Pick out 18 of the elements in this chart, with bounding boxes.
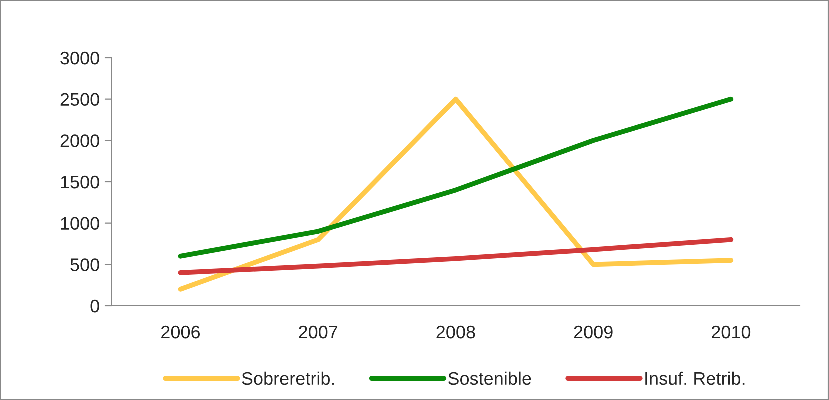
x-tick-label: 2006 bbox=[162, 326, 200, 339]
y-tick-label: 3000 bbox=[60, 52, 100, 65]
x-tick-label: 2010 bbox=[712, 326, 751, 339]
x-tick-label: 2007 bbox=[299, 326, 338, 339]
line-series bbox=[178, 237, 734, 276]
y-tick-label: 1500 bbox=[61, 176, 100, 189]
y-tick-label: 2500 bbox=[60, 93, 100, 106]
legend-label: Insuf. Retrib. bbox=[646, 372, 745, 386]
line-series bbox=[178, 96, 734, 292]
x-tick-label: 2008 bbox=[436, 326, 476, 339]
legend-label: Sobreretrib. bbox=[242, 372, 334, 386]
legend-label: Sostenible bbox=[448, 372, 532, 386]
line-series bbox=[178, 96, 734, 259]
y-tick-label: 1000 bbox=[61, 217, 100, 230]
x-tick-label: 2009 bbox=[574, 326, 613, 339]
y-tick-label: 0 bbox=[90, 300, 100, 313]
y-tick-label: 500 bbox=[70, 258, 100, 272]
y-tick-label: 2000 bbox=[60, 134, 100, 148]
